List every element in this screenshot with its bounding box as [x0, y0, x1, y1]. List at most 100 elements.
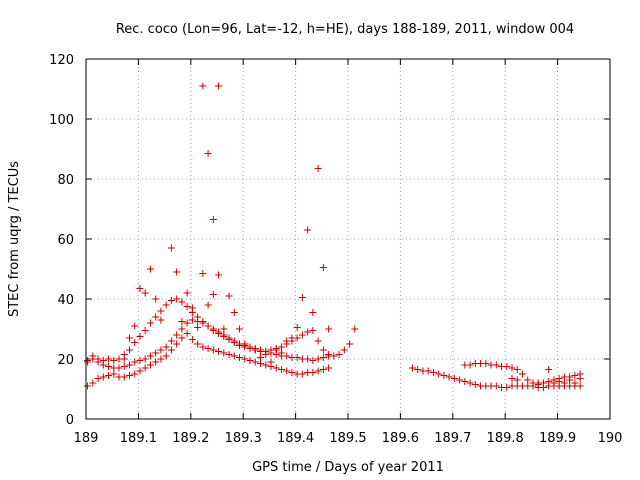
data-point: [215, 82, 223, 90]
data-point: [209, 327, 217, 334]
data-point: [246, 343, 254, 351]
data-point: [466, 379, 474, 387]
data-point: [283, 367, 291, 375]
data-point: [167, 346, 175, 354]
data-point: [220, 325, 228, 333]
data-point: [136, 357, 144, 364]
data-point: [555, 378, 563, 385]
data-point: [524, 376, 532, 384]
data-point: [215, 271, 223, 279]
data-point: [288, 369, 296, 376]
data-point: [136, 367, 144, 375]
data-point: [508, 375, 516, 382]
data-point: [99, 373, 107, 381]
data-point: [440, 372, 448, 379]
data-point: [314, 367, 322, 375]
data-point: [141, 327, 149, 334]
data-point: [414, 366, 422, 373]
y-tick-label: 20: [57, 353, 74, 368]
data-point: [304, 355, 312, 363]
x-tick-label: 189.2: [172, 431, 209, 446]
data-point: [188, 336, 196, 343]
data-point: [215, 348, 223, 355]
data-point: [146, 352, 154, 360]
data-point: [215, 330, 223, 337]
data-point: [246, 357, 254, 364]
data-point: [319, 346, 327, 354]
data-point: [309, 357, 317, 364]
data-point: [503, 363, 511, 370]
data-point: [482, 360, 490, 367]
data-point: [550, 379, 558, 387]
data-point: [173, 268, 181, 276]
data-point: [141, 289, 149, 297]
data-point: [298, 370, 306, 378]
data-point: [293, 324, 301, 331]
data-point: [408, 364, 416, 372]
data-point: [167, 297, 175, 304]
data-point: [351, 325, 359, 333]
data-point: [209, 216, 217, 223]
data-point: [94, 375, 102, 382]
data-point: [262, 361, 270, 369]
data-point: [319, 366, 327, 373]
data-point: [513, 376, 521, 384]
data-point: [272, 364, 280, 372]
data-point: [209, 346, 217, 354]
data-point: [471, 381, 479, 388]
data-point: [492, 361, 500, 369]
data-point: [146, 319, 154, 327]
data-point: [330, 352, 338, 360]
data-point: [230, 339, 238, 346]
y-tick-label: 100: [49, 113, 74, 128]
data-point: [293, 354, 301, 361]
plot-frame: [85, 58, 611, 420]
data-point: [503, 384, 511, 391]
data-points: [84, 82, 584, 391]
data-point: [105, 355, 113, 363]
data-point: [267, 358, 275, 366]
data-point: [183, 303, 191, 310]
data-point: [566, 376, 574, 384]
y-tick-label: 60: [57, 233, 74, 248]
data-point: [513, 366, 521, 373]
data-point: [277, 366, 285, 373]
x-tick-label: 189.3: [225, 431, 262, 446]
x-tick-label: 189.8: [487, 431, 524, 446]
data-point: [94, 355, 102, 363]
data-point: [534, 379, 542, 387]
data-point: [309, 327, 317, 334]
data-point: [178, 318, 186, 325]
y-axis-label: STEC from uqrg / TECUs: [7, 161, 22, 317]
y-tick-label: 40: [57, 293, 74, 308]
data-point: [84, 358, 92, 366]
data-point: [560, 379, 568, 387]
data-point: [194, 313, 202, 321]
data-point: [288, 334, 296, 342]
data-point: [162, 301, 170, 309]
data-point: [283, 352, 291, 360]
data-point: [335, 351, 343, 358]
data-point: [576, 375, 584, 382]
data-point: [220, 333, 228, 340]
data-point: [167, 244, 175, 252]
data-point: [283, 337, 291, 345]
data-point: [346, 340, 354, 348]
data-point: [435, 370, 443, 378]
x-tick-label: 189.6: [382, 431, 419, 446]
data-point: [256, 360, 264, 367]
y-tick-label: 80: [57, 173, 74, 188]
data-point: [492, 382, 500, 390]
data-point: [178, 334, 186, 342]
data-point: [178, 298, 186, 306]
data-point: [445, 373, 453, 381]
data-point: [450, 375, 458, 382]
data-point: [241, 340, 249, 348]
data-point: [204, 345, 212, 352]
data-point: [146, 361, 154, 369]
data-point: [209, 291, 217, 298]
data-point: [167, 337, 175, 345]
data-point: [236, 325, 244, 333]
data-point: [220, 349, 228, 357]
data-point: [183, 319, 191, 327]
